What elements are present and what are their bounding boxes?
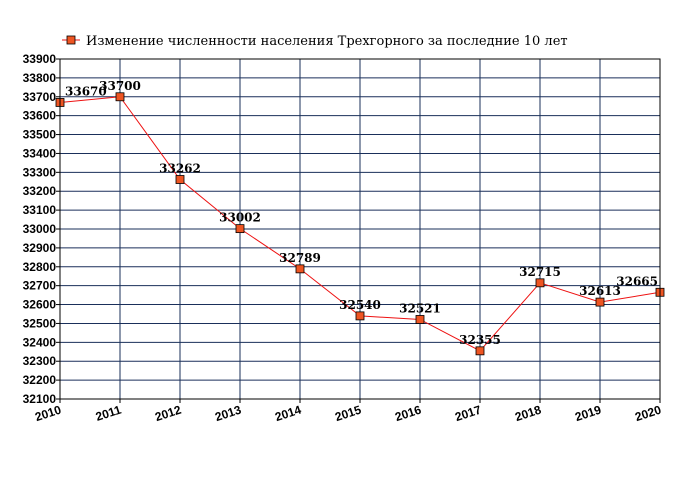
- x-tick-label: 2015: [333, 402, 363, 424]
- data-label: 33700: [99, 79, 141, 93]
- y-tick-label: 32300: [23, 354, 57, 368]
- y-tick-label: 33900: [23, 52, 57, 66]
- y-axis-ticks: 32100 32200 32300 32400 32500 32600 32700 32800…: [23, 52, 57, 406]
- data-label: 33002: [219, 211, 261, 225]
- x-axis-ticks: 2010 2011 2012 2013 2014 2015 2016 2017 2018 2019…: [33, 402, 663, 424]
- x-tick-label: 2012: [153, 402, 183, 424]
- data-point-marker: [115, 92, 125, 102]
- data-label: 33670: [65, 84, 107, 98]
- data-label: 32613: [579, 284, 621, 298]
- data-point-marker: [475, 346, 485, 356]
- y-tick-label: 33100: [23, 203, 57, 217]
- data-point-marker: [295, 264, 305, 274]
- y-tick-label: 33300: [23, 165, 57, 179]
- y-tick-label: 33000: [23, 222, 57, 236]
- data-label: 32789: [279, 251, 321, 265]
- x-tick-label: 2017: [453, 402, 483, 424]
- data-label: 33262: [159, 162, 201, 176]
- x-tick-label: 2014: [273, 402, 303, 424]
- x-tick-label: 2019: [573, 402, 603, 424]
- data-label: 32665: [616, 274, 658, 288]
- legend-label: Изменение численности населения Трехгорн…: [86, 34, 568, 49]
- y-tick-label: 33400: [23, 146, 57, 160]
- data-point-marker: [235, 224, 245, 234]
- data-point-marker: [595, 297, 605, 307]
- y-tick-label: 33200: [23, 184, 57, 198]
- y-tick-label: 32900: [23, 241, 57, 255]
- y-tick-label: 33800: [23, 71, 57, 85]
- y-tick-label: 32500: [23, 316, 57, 330]
- x-tick-label: 2020: [633, 402, 663, 424]
- legend: Изменение численности населения Трехгорн…: [62, 34, 568, 49]
- grid: [56, 58, 661, 403]
- data-label: 32521: [399, 301, 441, 315]
- data-point-marker: [355, 311, 365, 321]
- data-point-marker: [535, 278, 545, 288]
- legend-marker-swatch: [66, 35, 76, 45]
- y-tick-label: 32200: [23, 373, 57, 387]
- data-label: 32540: [339, 298, 381, 312]
- y-tick-label: 32700: [23, 279, 57, 293]
- y-tick-label: 32800: [23, 260, 57, 274]
- data-label: 32355: [459, 333, 501, 347]
- x-tick-label: 2018: [513, 402, 543, 424]
- data-point-marker: [415, 315, 425, 324]
- y-tick-label: 33500: [23, 128, 57, 142]
- x-tick-label: 2011: [94, 402, 123, 423]
- y-tick-label: 32100: [23, 392, 57, 406]
- plot-area-border: [59, 58, 661, 400]
- x-tick-label: 2013: [213, 402, 243, 424]
- x-tick-label: 2016: [393, 402, 423, 424]
- y-tick-label: 33600: [23, 109, 57, 123]
- y-tick-label: 33700: [23, 90, 57, 104]
- data-point-marker: [175, 175, 185, 184]
- data-label: 32715: [519, 265, 561, 279]
- y-tick-label: 32400: [23, 335, 57, 349]
- y-tick-label: 32600: [23, 298, 57, 312]
